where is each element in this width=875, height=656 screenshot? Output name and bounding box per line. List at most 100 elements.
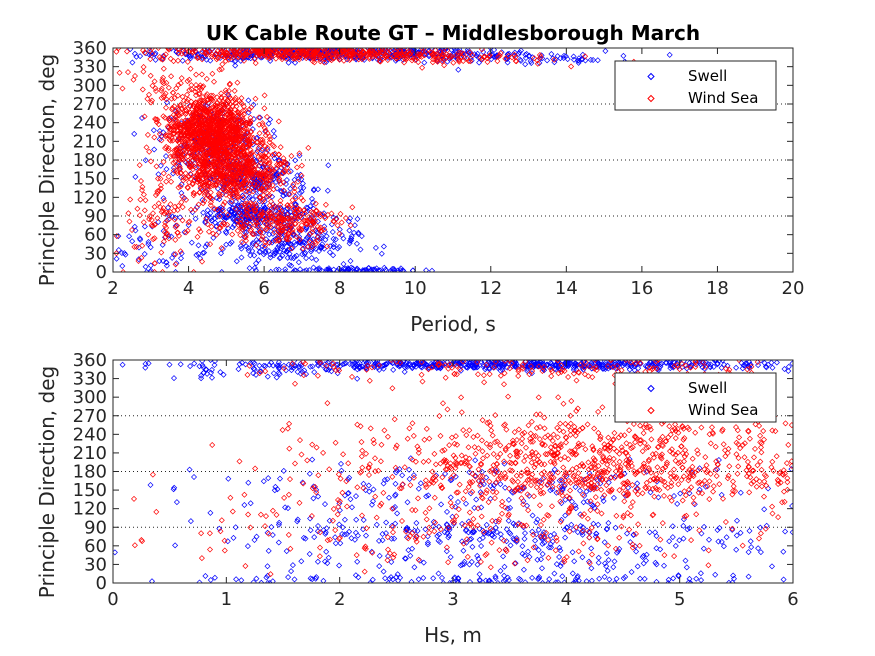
data-point-wind-sea [175,202,182,209]
data-point-swell [219,205,226,212]
data-point-swell [347,258,354,264]
data-point-swell [279,240,286,247]
data-point-wind-sea [184,153,191,160]
data-point-swell [256,362,263,369]
data-point-wind-sea [196,138,203,145]
data-point-swell [476,59,483,66]
data-point-swell [247,252,254,259]
data-point-wind-sea [347,55,354,62]
data-point-swell [292,193,299,200]
data-point-wind-sea [226,109,233,116]
data-point-wind-sea [238,224,245,231]
data-point-wind-sea [218,245,225,252]
data-point-swell [312,245,319,252]
data-point-swell [191,360,198,367]
data-point-swell [264,221,271,228]
data-point-swell [296,239,303,246]
data-point-wind-sea [191,123,198,130]
data-point-swell [602,366,609,372]
data-point-wind-sea [331,55,338,62]
data-point-swell [147,244,154,251]
period-direction-panel: 2 4 6 8 10 12 14 16 18 20030609012015018021024027… [35,38,804,336]
data-point-wind-sea [187,65,194,72]
data-point-swell [657,363,664,370]
data-point-wind-sea [206,228,212,235]
data-point-swell [160,258,167,264]
data-point-swell [505,51,511,58]
data-point-wind-sea [286,191,293,198]
data-point-wind-sea [265,213,271,220]
data-point-wind-sea [252,162,259,169]
data-point-wind-sea [172,203,178,210]
data-point-wind-sea [207,108,214,114]
data-point-wind-sea [265,157,272,164]
data-point-swell [199,54,206,61]
data-point-wind-sea [154,116,161,123]
data-point-swell [275,266,282,272]
data-point-wind-sea [450,59,457,66]
data-point-swell [216,196,223,203]
data-point-wind-sea [343,48,350,51]
data-point-swell [590,57,597,63]
data-point-wind-sea [280,168,287,174]
data-point-swell [135,256,142,263]
data-point-wind-sea [284,164,291,171]
data-point-wind-sea [218,49,224,56]
data-point-wind-sea [266,139,273,146]
data-point-wind-sea [283,236,290,243]
data-point-wind-sea [206,126,213,133]
data-point-swell [221,214,228,221]
data-point-swell [381,264,388,271]
data-point-swell [499,361,505,368]
data-point-wind-sea [192,88,199,95]
data-point-swell [218,250,224,257]
data-point-wind-sea [469,52,476,59]
data-point-wind-sea [227,117,234,124]
data-point-swell [172,214,179,221]
data-point-wind-sea [238,203,245,210]
data-point-swell [256,198,263,205]
data-point-wind-sea [285,48,292,52]
data-point-wind-sea [226,131,233,138]
data-point-wind-sea [247,147,254,154]
data-point-swell [326,267,333,272]
data-point-swell [247,187,254,194]
data-point-swell [265,120,272,127]
data-point-wind-sea [273,216,280,223]
data-point-wind-sea [249,201,256,208]
data-point-wind-sea [189,131,196,138]
data-point-wind-sea [155,175,161,182]
data-point-swell [252,193,259,199]
data-point-swell [242,361,249,368]
data-point-wind-sea [150,210,156,217]
data-point-swell [346,227,353,234]
data-point-wind-sea [191,137,197,143]
data-point-wind-sea [247,118,254,125]
data-point-swell [245,97,252,104]
y-tick-label: 0 [96,262,107,283]
data-point-swell [251,264,258,271]
data-point-wind-sea [180,97,187,104]
data-point-wind-sea [202,168,209,175]
data-point-swell [409,365,416,372]
data-point-swell [195,250,202,257]
data-point-wind-sea [269,218,276,225]
data-point-wind-sea [165,210,172,217]
data-point-wind-sea [259,136,266,143]
data-point-swell [297,364,303,370]
data-point-wind-sea [210,159,217,166]
data-point-wind-sea [377,58,384,65]
data-point-swell [322,269,329,272]
data-point-wind-sea [417,51,424,58]
data-point-swell [231,222,238,229]
data-point-wind-sea [234,79,241,86]
data-point-wind-sea [189,116,196,123]
data-point-swell [228,207,235,214]
data-point-wind-sea [418,48,425,51]
data-point-swell [273,249,279,256]
data-point-wind-sea [172,152,179,159]
data-point-wind-sea [298,172,305,179]
data-point-wind-sea [288,245,295,252]
data-point-swell [397,267,404,272]
data-point-wind-sea [310,55,317,62]
